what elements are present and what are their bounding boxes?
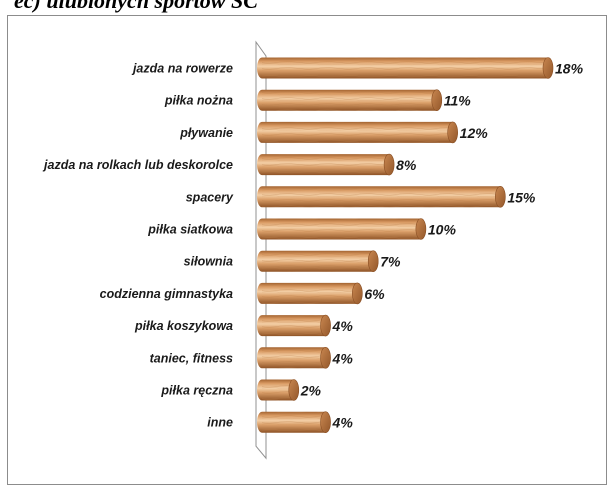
bar [257,411,331,434]
bar-grain [262,282,358,304]
bar-grain [262,411,326,433]
bar-cap [383,153,395,176]
chart-frame [7,15,607,485]
category-label: spacery [186,190,234,204]
category-label: piłka nożna [164,94,233,108]
bar [257,282,363,305]
bar-grain [262,379,294,401]
value-label: 4% [332,318,354,334]
bar-cap [447,121,458,144]
bar-grain [262,186,501,208]
bar [257,346,331,369]
bar-grain [262,57,548,79]
value-labels: 18% 11% 12% 8% 15% 10% 7% 6% 4% 4% 2% 4% [300,61,584,431]
bar-cap [542,57,554,79]
category-label: pływanie [179,126,233,140]
category-label: piłka siatkowa [147,223,233,237]
bar [257,89,443,111]
bar-cap [352,282,363,305]
value-label: 11% [444,93,472,109]
category-label: codzienna gimnastyka [100,287,233,301]
bar [257,57,554,79]
bar [257,250,379,273]
category-label: taniec, fitness [150,351,233,365]
value-label: 15% [507,189,536,205]
value-label: 8% [396,157,417,173]
bar-grain [262,315,326,337]
bar-cap [320,346,331,369]
category-label: jazda na rowerze [131,62,233,76]
bar-cap [431,89,443,111]
value-label: 18% [555,61,584,77]
bar-cap [288,379,300,401]
value-label: 4% [332,350,354,366]
chart-header-text: ec) ulubionych sportów SC [14,0,258,13]
bar [257,218,427,240]
value-label: 6% [364,286,385,302]
bar-cap [415,218,427,240]
category-label: jazda na rolkach lub deskorolce [42,158,233,172]
bar-grain [262,218,421,240]
value-label: 12% [460,125,489,141]
bar-grain [262,250,374,272]
bar-grain [262,121,453,143]
bar-cap [320,411,331,434]
value-label: 4% [332,415,354,431]
bar [257,121,458,144]
category-label: inne [207,416,233,430]
value-label: 7% [380,254,401,270]
bar-cap [495,186,506,208]
value-label: 10% [428,222,457,238]
bar-grain [262,347,326,369]
category-labels: jazda na rowerze piłka nożna pływanie jazda… [42,62,234,430]
bar-grain [262,89,437,111]
value-label: 2% [300,383,322,399]
category-label: siłownia [184,255,233,269]
bar [257,314,331,337]
bar-cap [320,314,331,337]
bar [257,379,300,401]
bar [257,153,395,176]
category-label: piłka ręczna [160,384,233,398]
bar-cap [367,250,379,273]
category-label: piłka koszykowa [134,319,233,333]
bars [257,57,554,434]
bar-grain [262,154,390,176]
bar [257,186,506,208]
